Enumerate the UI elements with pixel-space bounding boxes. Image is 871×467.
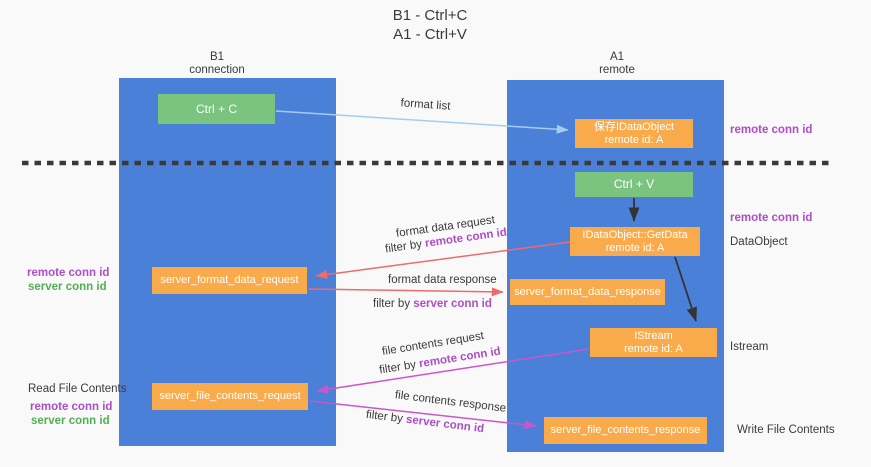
getdata-line1: IDataObject::GetData [582, 228, 688, 241]
dataobject-label: DataObject [730, 236, 788, 248]
title-line-1: B1 - Ctrl+C [392, 7, 468, 24]
server-format-data-response-box: server_format_data_response [510, 279, 665, 305]
format-data-response-label: format data response [388, 274, 497, 286]
legend2-remote-conn-id: remote conn id [30, 401, 113, 413]
istream-line1: IStream [634, 329, 673, 342]
filter-by-server-conn-id-label-2: filter by server conn id [360, 408, 490, 436]
diagram-title: B1 - Ctrl+C A1 - Ctrl+V [0, 6, 860, 44]
remote-conn-id-mid-label: remote conn id [730, 212, 813, 224]
lane-b1-role: connection [189, 63, 245, 76]
server-file-contents-request-box: server_file_contents_request [152, 383, 308, 410]
lane-header-b1: B1 connection [157, 51, 277, 76]
getdata-line2: remote id: A [605, 241, 665, 254]
title-line-2: A1 - Ctrl+V [393, 26, 467, 43]
save-dataobject-line2: remote id: A [604, 133, 664, 146]
write-file-contents-label: Write File Contents [737, 424, 835, 436]
server-conn-id-filter-text: server conn id [413, 298, 492, 310]
lane-a1-role: remote [599, 63, 635, 76]
getdata-box: IDataObject::GetData remote id: A [570, 227, 700, 256]
legend2-server-conn-id: server conn id [31, 415, 110, 427]
istream-side-label: Istream [730, 341, 769, 353]
legend1-server-conn-id: server conn id [28, 281, 107, 293]
filter-by-text: filter by [373, 298, 414, 310]
istream-line2: remote id: A [624, 342, 683, 355]
format-data-response-arrow [308, 287, 504, 297]
file-contents-response-label: file contents response [394, 389, 507, 415]
save-dataobject-line1: 保存IDataObject [593, 120, 675, 133]
read-file-contents-label: Read File Contents [28, 383, 127, 395]
filter-by-text: filter by [365, 408, 407, 426]
lane-header-a1: A1 remote [557, 51, 677, 76]
lane-b1-name: B1 [209, 51, 225, 63]
lane-a1-name: A1 [609, 51, 625, 63]
filter-by-text: filter by [378, 358, 421, 377]
server-format-data-request-box: server_format_data_request [152, 267, 307, 294]
ctrl-c-box: Ctrl + C [158, 94, 275, 124]
istream-box: IStream remote id: A [590, 328, 717, 357]
server-file-contents-response-box: server_file_contents_response [544, 417, 707, 444]
save-dataobject-box: 保存IDataObject remote id: A [575, 119, 693, 148]
ctrl-v-box: Ctrl + V [575, 172, 693, 197]
format-list-label: format list [400, 97, 451, 113]
remote-conn-id-top-label: remote conn id [730, 124, 813, 136]
server-conn-id-filter-text: server conn id [405, 413, 485, 436]
legend1-remote-conn-id: remote conn id [27, 267, 110, 279]
filter-by-server-conn-id-label-1: filter by server conn id [373, 298, 492, 310]
